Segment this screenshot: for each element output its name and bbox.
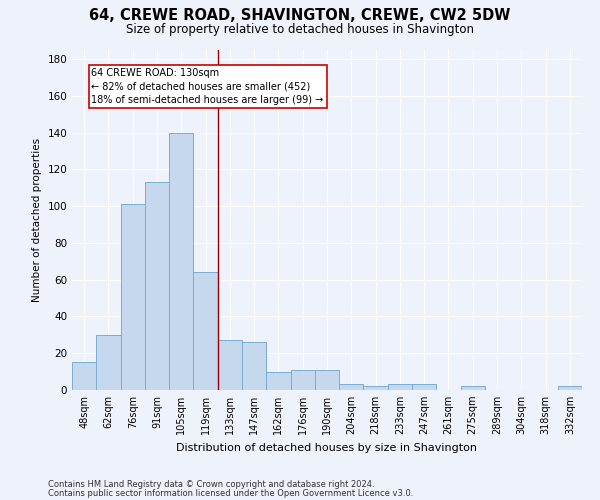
Bar (72, 362, 96, 390)
Bar (218, 340, 242, 390)
Text: Contains HM Land Registry data © Crown copyright and database right 2024.: Contains HM Land Registry data © Crown c… (48, 480, 374, 489)
Bar (121, 204, 145, 390)
X-axis label: Distribution of detached houses by size in Shavington: Distribution of detached houses by size … (176, 442, 478, 452)
Bar (96, 335, 121, 390)
Text: Contains public sector information licensed under the Open Government Licence v3: Contains public sector information licen… (48, 488, 413, 498)
Bar (364, 386, 388, 390)
Text: Size of property relative to detached houses in Shavington: Size of property relative to detached ho… (126, 22, 474, 36)
Text: 64, CREWE ROAD, SHAVINGTON, CREWE, CW2 5DW: 64, CREWE ROAD, SHAVINGTON, CREWE, CW2 5… (89, 8, 511, 22)
Bar (388, 384, 412, 390)
Bar (558, 386, 582, 390)
Bar (290, 370, 315, 390)
Bar (461, 386, 485, 390)
Bar (169, 132, 193, 390)
Y-axis label: Number of detached properties: Number of detached properties (32, 138, 42, 302)
Bar (315, 370, 339, 390)
Bar (193, 272, 218, 390)
Bar (412, 384, 436, 390)
Text: 64 CREWE ROAD: 130sqm
← 82% of detached houses are smaller (452)
18% of semi-det: 64 CREWE ROAD: 130sqm ← 82% of detached … (91, 68, 323, 105)
Bar (266, 372, 290, 390)
Bar (145, 182, 169, 390)
Bar (339, 384, 364, 390)
Bar (242, 342, 266, 390)
